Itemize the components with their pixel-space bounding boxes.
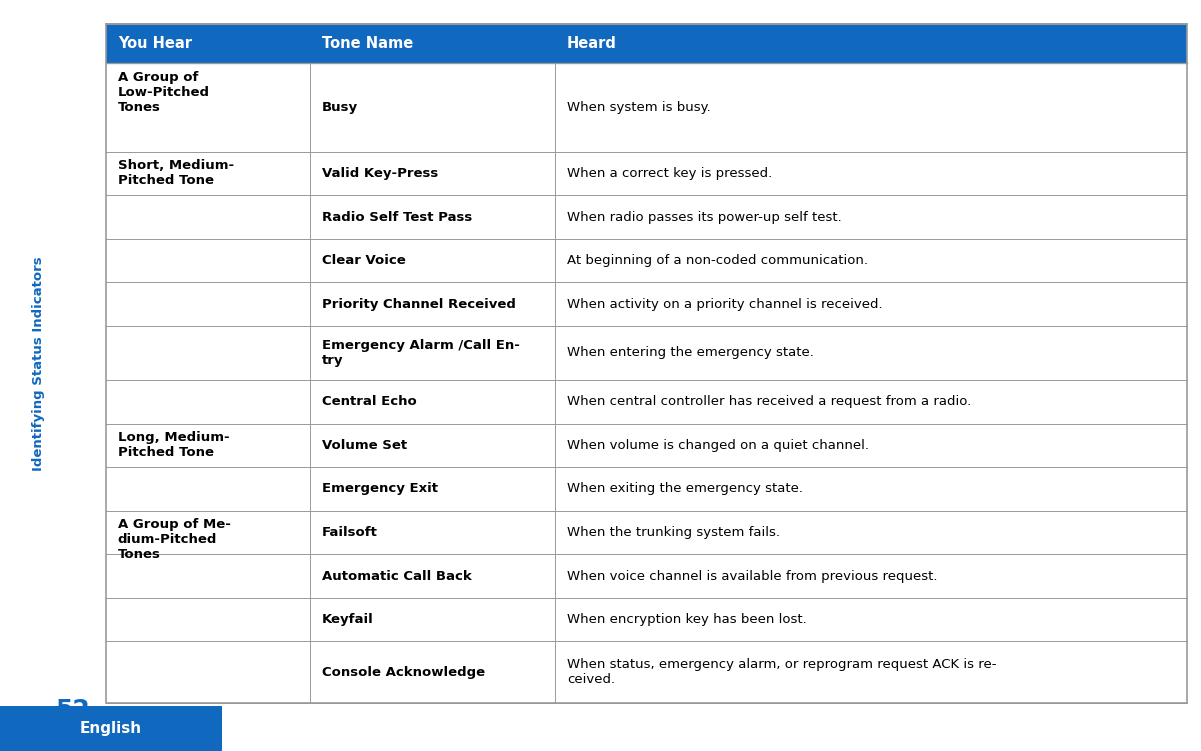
Text: When voice channel is available from previous request.: When voice channel is available from pre… [567, 569, 937, 583]
Text: When central controller has received a request from a radio.: When central controller has received a r… [567, 395, 972, 409]
Bar [106, 598, 1187, 641]
Text: Heard: Heard [567, 36, 617, 51]
Text: When status, emergency alarm, or reprogram request ACK is re-
ceived.: When status, emergency alarm, or reprogr… [567, 658, 997, 686]
Bar [106, 195, 1187, 239]
Text: Console Acknowledge: Console Acknowledge [322, 665, 485, 679]
Text: 52: 52 [55, 698, 89, 722]
Text: When exiting the emergency state.: When exiting the emergency state. [567, 482, 803, 496]
Text: When system is busy.: When system is busy. [567, 101, 711, 114]
Text: Long, Medium-
Pitched Tone: Long, Medium- Pitched Tone [118, 431, 229, 459]
Text: Central Echo: Central Echo [322, 395, 417, 409]
Text: Tone Name: Tone Name [322, 36, 413, 51]
Bar [106, 511, 1187, 554]
Bar [106, 282, 1187, 326]
Text: Failsoft: Failsoft [322, 526, 378, 539]
Text: You Hear: You Hear [118, 36, 192, 51]
Text: Valid Key-Press: Valid Key-Press [322, 167, 438, 180]
Bar [106, 641, 1187, 703]
Text: Identifying Status Indicators: Identifying Status Indicators [32, 256, 44, 471]
Text: English: English [80, 721, 142, 736]
Bar [106, 380, 1187, 424]
Text: A Group of Me-
dium-Pitched
Tones: A Group of Me- dium-Pitched Tones [118, 518, 231, 561]
Bar [106, 24, 1187, 63]
Text: When volume is changed on a quiet channel.: When volume is changed on a quiet channe… [567, 439, 868, 452]
Text: When entering the emergency state.: When entering the emergency state. [567, 346, 814, 360]
Text: When activity on a priority channel is received.: When activity on a priority channel is r… [567, 297, 883, 311]
Text: When a correct key is pressed.: When a correct key is pressed. [567, 167, 772, 180]
Bar [106, 326, 1187, 380]
Text: When radio passes its power-up self test.: When radio passes its power-up self test… [567, 210, 842, 224]
Text: Radio Self Test Pass: Radio Self Test Pass [322, 210, 472, 224]
Text: Busy: Busy [322, 101, 358, 114]
Text: When the trunking system fails.: When the trunking system fails. [567, 526, 779, 539]
Bar [0, 706, 222, 751]
Bar [106, 239, 1187, 282]
Text: Clear Voice: Clear Voice [322, 254, 406, 267]
Bar [106, 424, 1187, 467]
Text: Short, Medium-
Pitched Tone: Short, Medium- Pitched Tone [118, 159, 234, 187]
Text: Emergency Exit: Emergency Exit [322, 482, 438, 496]
Text: Automatic Call Back: Automatic Call Back [322, 569, 472, 583]
Text: At beginning of a non-coded communication.: At beginning of a non-coded communicatio… [567, 254, 868, 267]
Text: Emergency Alarm /Call En-
try: Emergency Alarm /Call En- try [322, 339, 520, 367]
Text: Priority Channel Received: Priority Channel Received [322, 297, 515, 311]
Bar [106, 152, 1187, 195]
Bar [106, 554, 1187, 598]
Text: Volume Set: Volume Set [322, 439, 407, 452]
Text: A Group of
Low-Pitched
Tones: A Group of Low-Pitched Tones [118, 71, 210, 113]
Bar [106, 467, 1187, 511]
Text: When encryption key has been lost.: When encryption key has been lost. [567, 613, 807, 626]
Text: Keyfail: Keyfail [322, 613, 374, 626]
Bar [106, 63, 1187, 152]
